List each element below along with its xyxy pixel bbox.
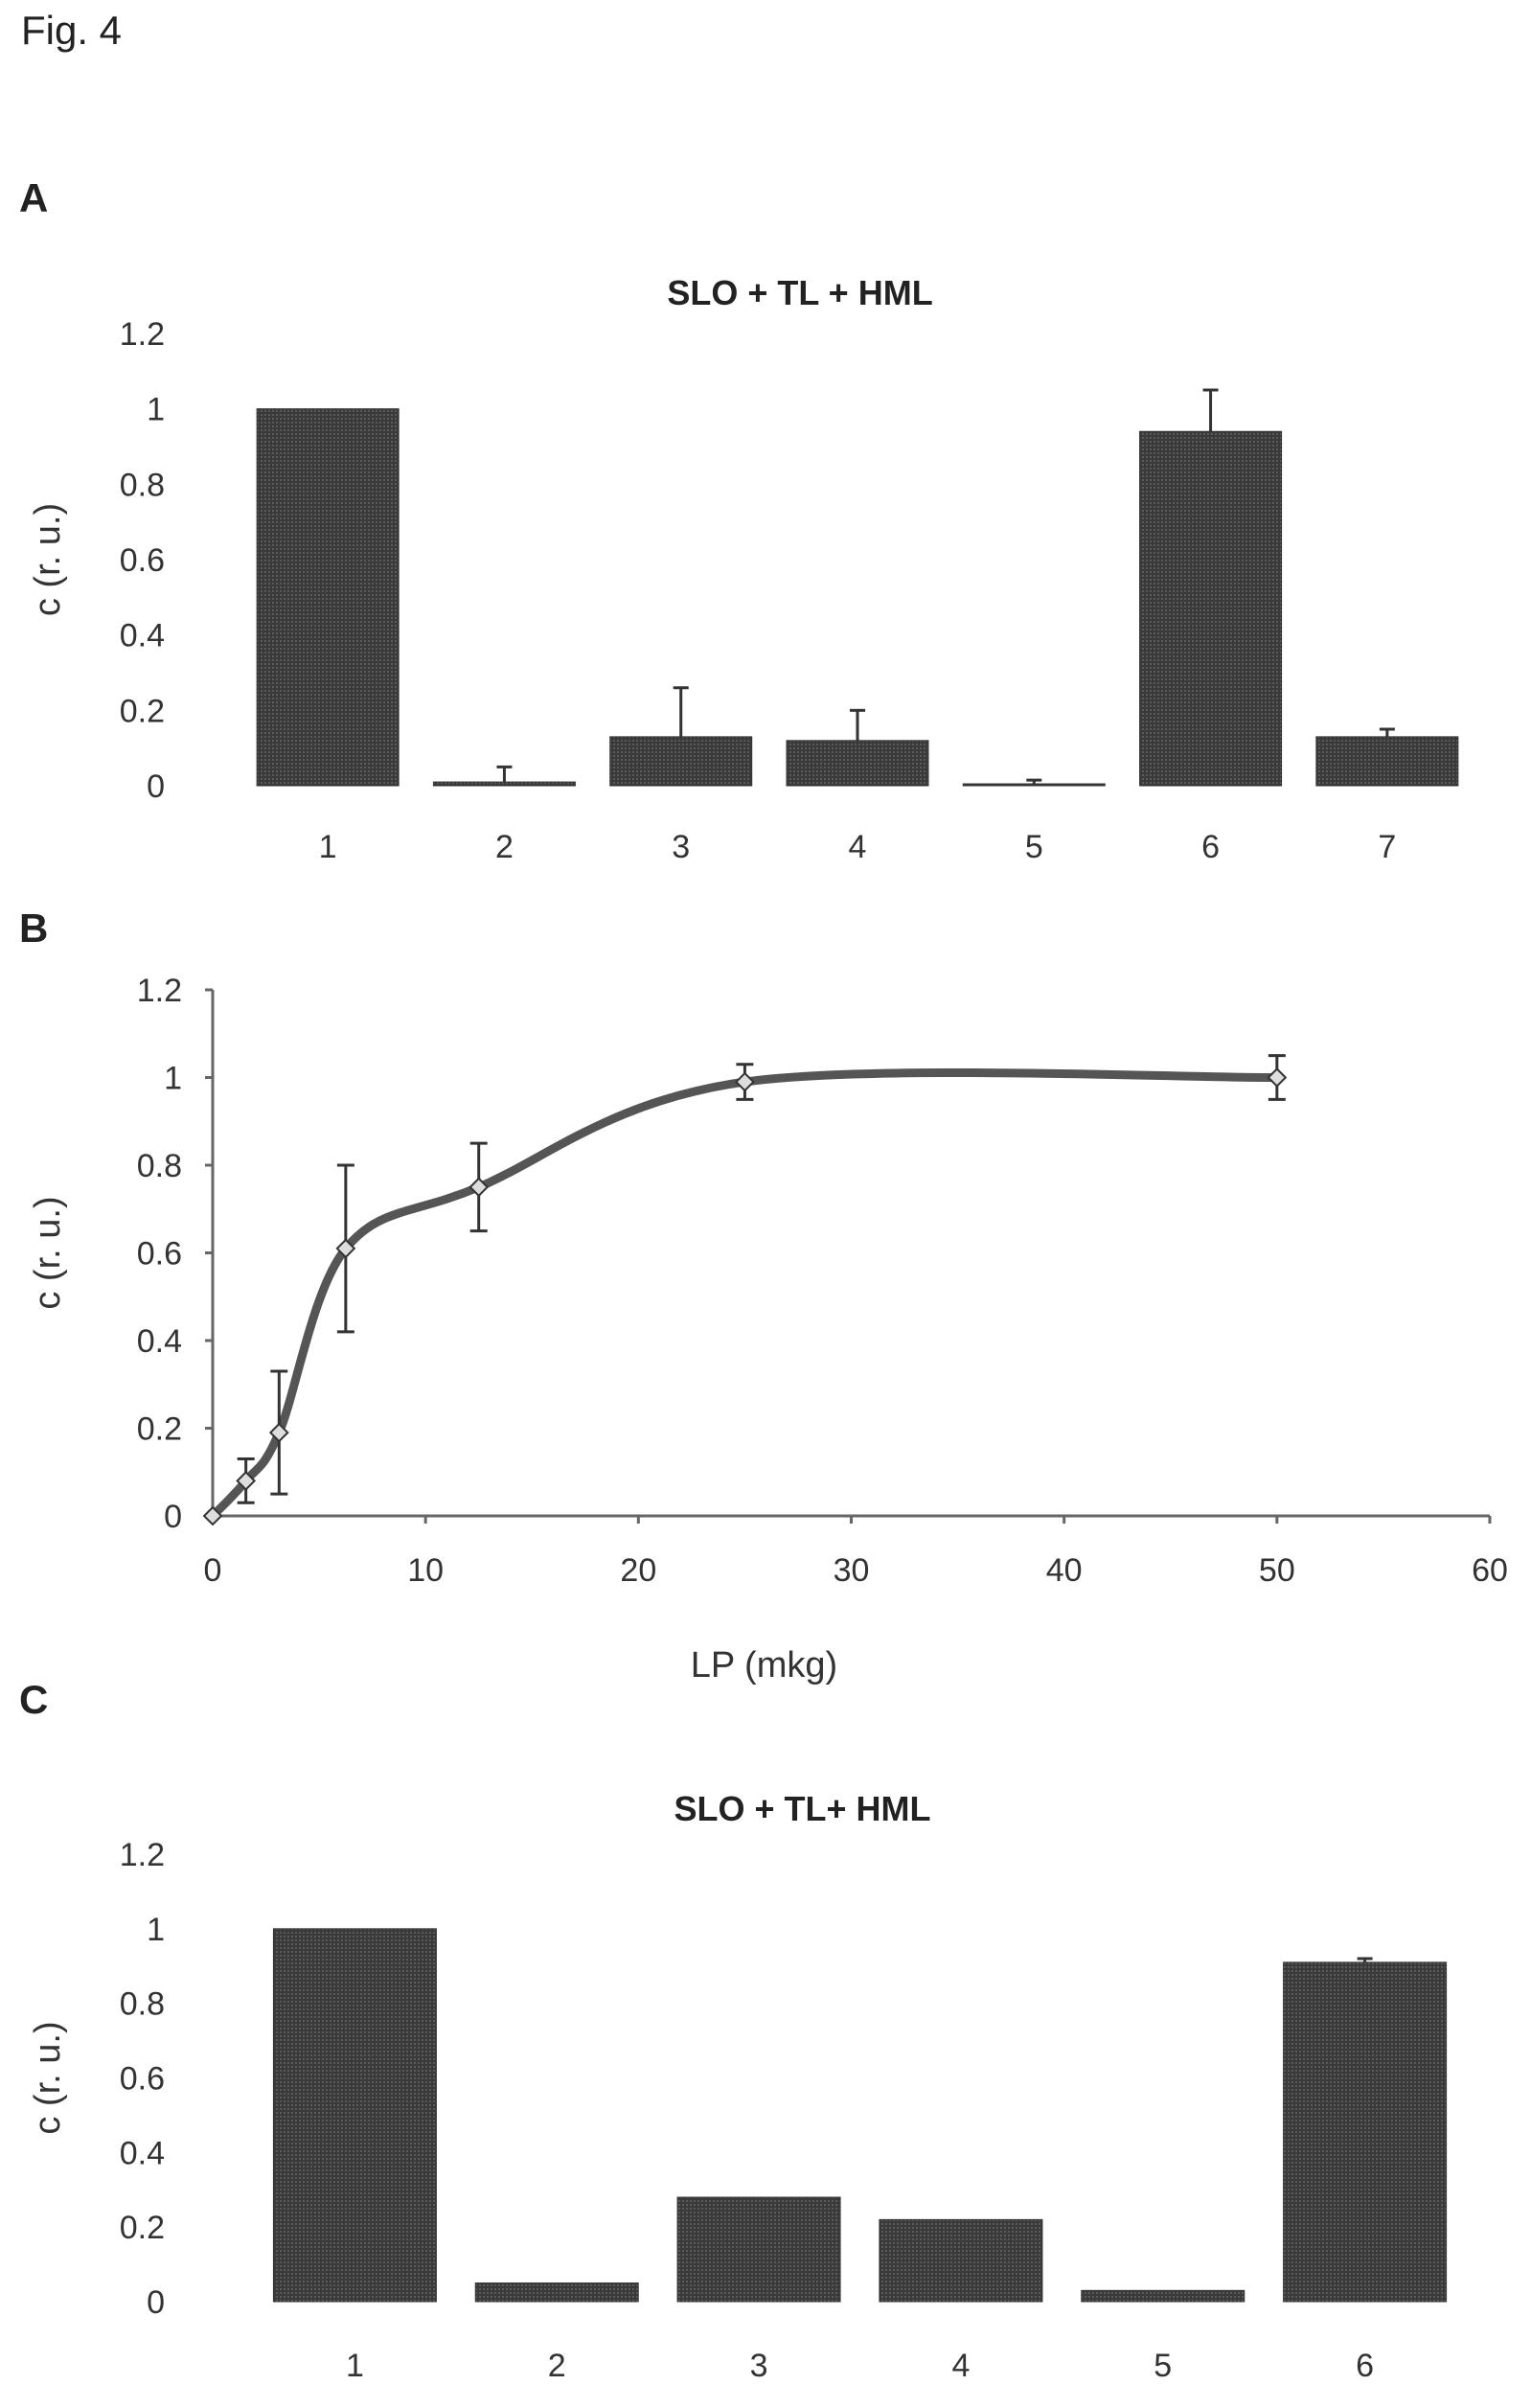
y-tick-label: 0 — [147, 2284, 165, 2321]
x-tick-label: 5 — [1154, 2348, 1172, 2384]
x-tick-label: 4 — [849, 829, 867, 865]
data-point — [468, 1177, 490, 1198]
panel-letter-b: B — [19, 906, 49, 951]
x-tick-label: 60 — [1472, 1552, 1508, 1589]
y-tick-label: 0.6 — [137, 1236, 182, 1273]
bar — [786, 740, 929, 787]
y-tick-label: 0.8 — [120, 1986, 165, 2023]
x-tick-label: 6 — [1201, 829, 1220, 865]
y-tick-label: 0.4 — [137, 1323, 182, 1360]
y-axis-label: c (r. u.) — [28, 1196, 68, 1309]
data-point — [735, 1071, 755, 1092]
y-tick-label: 0.2 — [137, 1411, 182, 1448]
y-tick-label: 0.8 — [137, 1148, 182, 1184]
x-tick-label: 2 — [495, 829, 514, 865]
chart-title: SLO + TL+ HML — [674, 1789, 930, 1828]
x-tick-label: 5 — [1025, 829, 1043, 865]
x-tick-label: 50 — [1259, 1552, 1295, 1589]
x-tick-label: 1 — [346, 2348, 364, 2384]
x-tick-label: 40 — [1046, 1552, 1083, 1589]
bar — [1081, 2289, 1245, 2303]
x-tick-label: 2 — [548, 2348, 566, 2384]
y-tick-label: 1.2 — [120, 316, 165, 353]
figure-label: Fig. 4 — [21, 8, 123, 53]
y-tick-label: 1.2 — [137, 973, 182, 1009]
x-tick-label: 30 — [834, 1552, 870, 1589]
y-tick-label: 0 — [147, 768, 165, 805]
data-point — [202, 1505, 223, 1526]
data-point — [335, 1238, 356, 1259]
x-tick-label: 4 — [951, 2348, 970, 2384]
y-tick-label: 0.6 — [120, 542, 165, 579]
y-axis-label: c (r. u.) — [28, 503, 68, 616]
bar — [879, 2218, 1043, 2303]
series-line — [209, 1067, 1277, 1520]
x-tick-label: 1 — [319, 829, 337, 865]
y-tick-label: 0.4 — [120, 618, 165, 654]
y-tick-label: 1 — [164, 1061, 182, 1097]
y-tick-label: 0.2 — [120, 693, 165, 729]
panel-letter-c: C — [19, 1677, 49, 1722]
x-tick-label: 7 — [1378, 829, 1396, 865]
bar — [676, 2196, 841, 2303]
data-point — [1267, 1067, 1288, 1088]
x-tick-label: 3 — [750, 2348, 768, 2384]
bar — [609, 736, 753, 787]
chart-title: SLO + TL + HML — [667, 273, 932, 312]
y-axis-label: c (r. u.) — [28, 2021, 68, 2134]
y-tick-label: 1 — [147, 392, 165, 428]
bar — [432, 781, 576, 787]
y-tick-label: 0.2 — [120, 2210, 165, 2246]
x-tick-label: 0 — [204, 1552, 222, 1589]
bar — [1139, 430, 1283, 787]
y-tick-label: 1 — [147, 1912, 165, 1948]
data-point — [236, 1470, 257, 1491]
y-tick-label: 0.4 — [120, 2135, 165, 2171]
data-point — [268, 1422, 289, 1443]
panel-letter-a: A — [19, 175, 49, 220]
bar — [1315, 736, 1459, 787]
x-tick-label: 3 — [672, 829, 690, 865]
x-tick-label: 10 — [407, 1552, 444, 1589]
bar — [1283, 1961, 1448, 2303]
bar — [256, 408, 400, 787]
y-tick-label: 0.8 — [120, 467, 165, 503]
bar — [962, 783, 1106, 787]
x-tick-label: 6 — [1356, 2348, 1374, 2384]
x-axis-label: LP (mkg) — [691, 1645, 837, 1686]
y-tick-label: 0 — [164, 1499, 182, 1535]
bar — [272, 1928, 437, 2303]
bar — [474, 2282, 639, 2303]
x-tick-label: 20 — [620, 1552, 656, 1589]
y-tick-label: 0.6 — [120, 2061, 165, 2098]
y-tick-label: 1.2 — [120, 1837, 165, 1873]
